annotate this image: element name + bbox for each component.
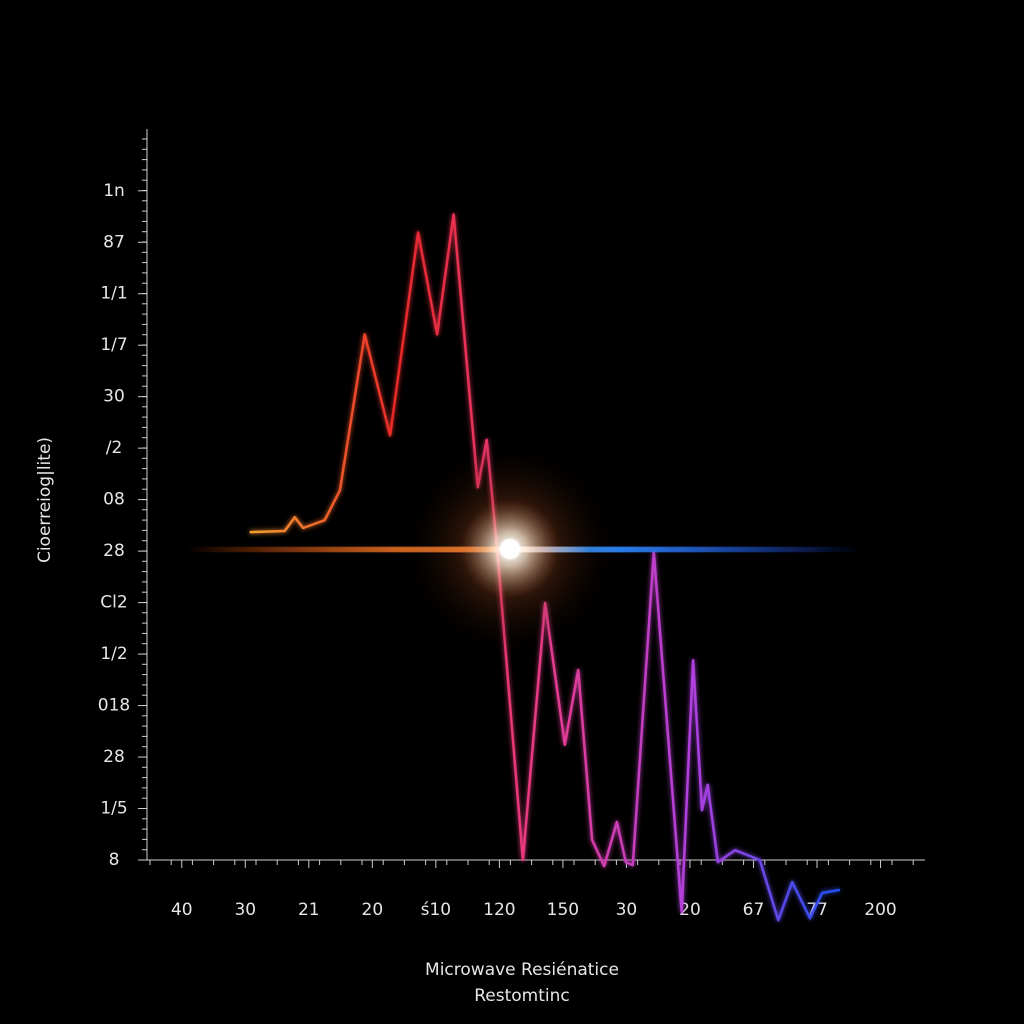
x-tick-label: 30 — [616, 900, 638, 920]
plot-area — [185, 213, 860, 922]
y-tick-label: 87 — [103, 232, 125, 252]
x-axis-title: Microwave Resiénatice — [425, 960, 619, 980]
x-axis-subtitle: Restomtinc — [474, 986, 570, 1006]
y-tick-label: 28 — [103, 541, 125, 561]
y-tick-label: 08 — [103, 490, 125, 510]
y-tick-label: 28 — [103, 747, 125, 767]
data-line — [249, 213, 841, 922]
x-tick-label: 20 — [679, 900, 701, 920]
y-axis-title: Cioerreiog|lite) — [35, 437, 55, 563]
x-tick-label: 20 — [362, 900, 384, 920]
y-tick-label: /2 — [106, 438, 123, 458]
y-tick-label: Cl2 — [100, 593, 127, 613]
y-tick-label: 8 — [109, 850, 120, 870]
x-tick-label: 150 — [547, 900, 579, 920]
x-tick-label: ś10 — [421, 900, 452, 920]
y-tick-label: 1n — [103, 181, 125, 201]
x-tick-label: 40 — [171, 900, 193, 920]
y-tick-label: 1/5 — [100, 799, 127, 819]
x-tick-label: 200 — [864, 900, 896, 920]
x-tick-label: 120 — [483, 900, 515, 920]
y-tick-label: 018 — [98, 696, 130, 716]
y-tick-label: 1/7 — [100, 335, 127, 355]
flare-core — [500, 539, 520, 559]
x-tick-label: 67 — [743, 900, 765, 920]
y-tick-label: 1/1 — [100, 284, 127, 304]
x-tick-label: 30 — [234, 900, 256, 920]
x-tick-label: 21 — [298, 900, 320, 920]
y-tick-label: 30 — [103, 387, 125, 407]
y-tick-label: 1/2 — [100, 644, 127, 664]
